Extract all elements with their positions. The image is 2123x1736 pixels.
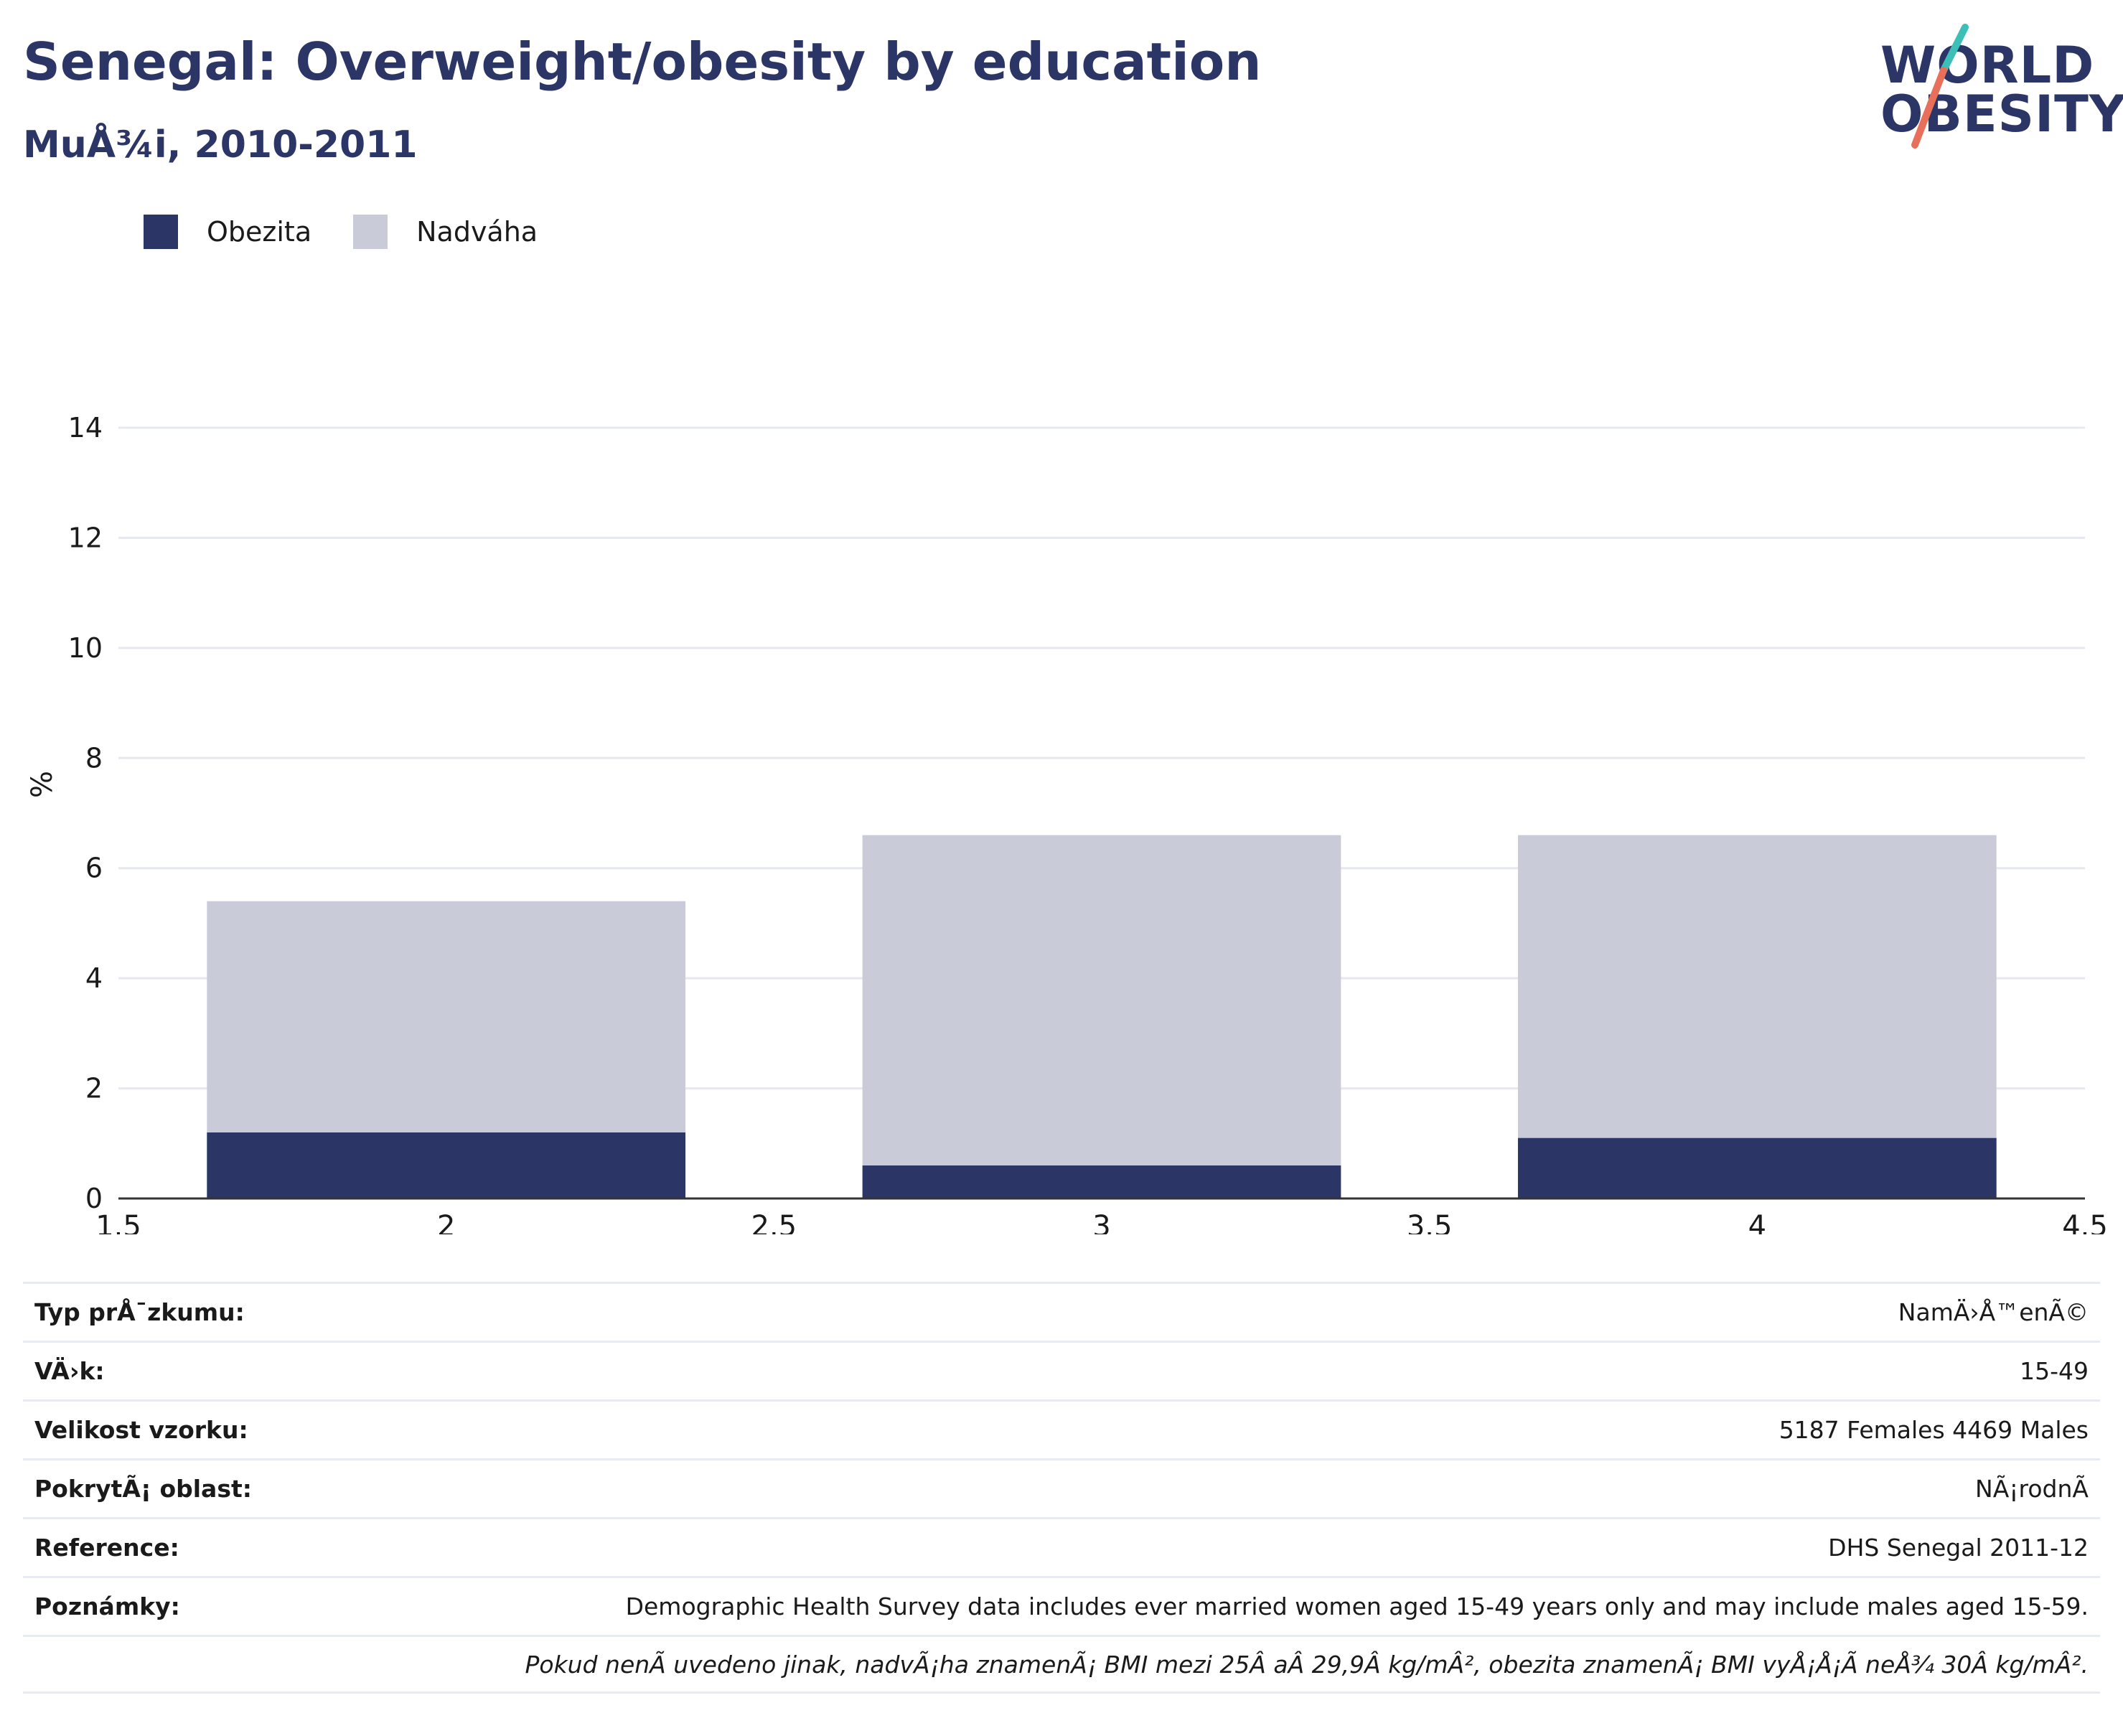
- info-row-key: Typ prÅ¯zkumu:: [34, 1298, 245, 1326]
- chart-legend: Obezita Nadváha: [144, 214, 579, 250]
- info-row-value: 15-49: [2020, 1357, 2089, 1385]
- bar-obesity: [862, 1165, 1341, 1198]
- info-row: PokrytÃ¡ oblast: NÃ¡rodnÃ: [23, 1458, 2100, 1517]
- x-tick-label: 3.5: [1407, 1210, 1453, 1234]
- info-row-value: NÃ¡rodnÃ: [1975, 1475, 2089, 1503]
- info-row-value: Pokud nenÃ uvedeno jinak, nadvÃ¡ha zname…: [525, 1650, 2089, 1679]
- x-tick-label: 4.5: [2062, 1210, 2108, 1234]
- x-tick-label: 2: [437, 1210, 455, 1234]
- bar-overweight: [207, 901, 686, 1132]
- stacked-bar-chart: 0 2 4 6 8 10 12 14 1.5 2 2.5 3 3.5 4 4.5%: [26, 412, 2108, 1234]
- bar-overweight: [862, 835, 1341, 1165]
- bar-obesity: [1517, 1137, 1997, 1198]
- info-row: Poznámky: Demographic Health Survey data …: [23, 1576, 2100, 1635]
- info-row: Velikost vzorku: 5187 Females 4469 Males: [23, 1399, 2100, 1458]
- x-tick-label: 3: [1092, 1210, 1110, 1234]
- y-tick-label: 2: [85, 1073, 103, 1104]
- info-row-key: Velikost vzorku:: [34, 1416, 248, 1444]
- legend-item-overweight[interactable]: Nadváha: [353, 215, 538, 249]
- y-tick-label: 10: [68, 632, 103, 664]
- legend-item-obesity[interactable]: Obezita: [144, 215, 311, 249]
- y-tick-label: 4: [85, 962, 103, 994]
- info-row: Pokud nenÃ uvedeno jinak, nadvÃ¡ha zname…: [23, 1635, 2100, 1694]
- legend-swatch-obesity: [144, 215, 178, 249]
- logo-slash-icon: [1911, 24, 1969, 149]
- x-tick-label: 4: [1748, 1210, 1766, 1234]
- info-row: Typ prÅ¯zkumu: NamÄ›Å™enÃ©: [23, 1282, 2100, 1341]
- y-tick-label: 0: [85, 1183, 103, 1214]
- chart-title: Senegal: Overweight/obesity by education: [23, 32, 1262, 92]
- chart-subtitle: MuÅ¾i, 2010-2011: [23, 123, 418, 166]
- y-tick-label: 14: [68, 412, 103, 444]
- info-row-value: DHS Senegal 2011-12: [1828, 1534, 2089, 1562]
- info-row: Reference: DHS Senegal 2011-12: [23, 1517, 2100, 1576]
- info-row-key: Poznámky:: [34, 1592, 180, 1620]
- survey-info-table: Typ prÅ¯zkumu: NamÄ›Å™enÃ© VÄ›k: 15-49 Velik…: [23, 1282, 2100, 1694]
- info-row: VÄ›k: 15-49: [23, 1341, 2100, 1399]
- info-row-key: VÄ›k:: [34, 1357, 105, 1385]
- legend-label-overweight: Nadváha: [416, 216, 538, 248]
- info-row-value: NamÄ›Å™enÃ©: [1898, 1298, 2089, 1326]
- info-row-key: Reference:: [34, 1534, 179, 1562]
- y-tick-label: 8: [85, 742, 103, 774]
- info-row-value: 5187 Females 4469 Males: [1778, 1416, 2089, 1444]
- logo-word-world: WORLD: [1880, 36, 2095, 95]
- bar-overweight: [1517, 835, 1997, 1138]
- legend-swatch-overweight: [353, 215, 388, 249]
- y-axis-label: %: [26, 771, 59, 798]
- world-obesity-logo: WORLD OBESITY: [1880, 22, 2123, 151]
- info-row-key: PokrytÃ¡ oblast:: [34, 1475, 252, 1503]
- x-tick-label: 2.5: [751, 1210, 797, 1234]
- legend-label-obesity: Obezita: [207, 216, 312, 248]
- y-tick-label: 6: [85, 853, 103, 884]
- x-tick-label: 1.5: [95, 1210, 141, 1234]
- info-row-value: Demographic Health Survey data includes …: [625, 1592, 2089, 1620]
- y-tick-label: 12: [68, 522, 103, 553]
- bar-obesity: [207, 1132, 686, 1198]
